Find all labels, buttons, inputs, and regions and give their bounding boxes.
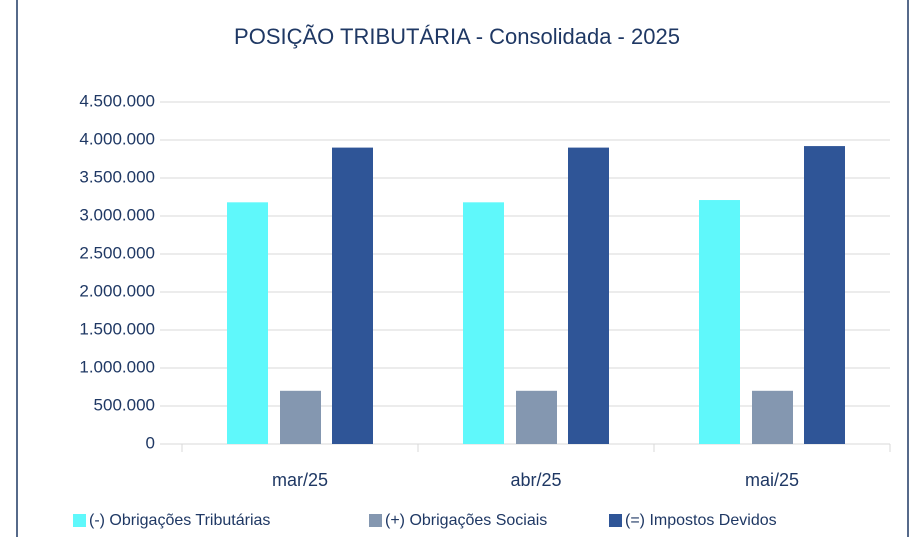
bar <box>804 146 845 444</box>
y-tick-label: 0 <box>146 433 155 452</box>
bar <box>463 202 504 444</box>
bar <box>752 390 793 444</box>
y-tick-label: 2.500.000 <box>79 243 155 262</box>
bar <box>699 200 740 444</box>
x-tick-label: mar/25 <box>272 470 328 490</box>
bar <box>332 147 373 444</box>
legend-label: (=) Impostos Devidos <box>625 512 777 529</box>
legend-label: (+) Obrigações Sociais <box>385 512 547 529</box>
legend-swatch <box>609 514 622 527</box>
chart-frame <box>16 0 909 537</box>
bar <box>516 390 557 444</box>
legend-swatch <box>73 514 86 527</box>
bar <box>227 202 268 444</box>
x-tick-label: abr/25 <box>510 470 561 490</box>
y-tick-label: 3.000.000 <box>79 205 155 224</box>
legend-label: (-) Obrigações Tributárias <box>89 512 270 529</box>
y-tick-label: 2.000.000 <box>79 281 155 300</box>
y-tick-label: 1.500.000 <box>79 319 155 338</box>
y-tick-label: 4.000.000 <box>79 129 155 148</box>
y-tick-label: 1.000.000 <box>79 357 155 376</box>
chart-title: POSIÇÃO TRIBUTÁRIA - Consolidada - 2025 <box>234 24 680 49</box>
y-tick-label: 500.000 <box>94 395 155 414</box>
legend-swatch <box>369 514 382 527</box>
bar <box>280 390 321 444</box>
y-tick-label: 4.500.000 <box>79 91 155 110</box>
y-tick-label: 3.500.000 <box>79 167 155 186</box>
x-tick-label: mai/25 <box>745 470 799 490</box>
bar <box>568 147 609 444</box>
